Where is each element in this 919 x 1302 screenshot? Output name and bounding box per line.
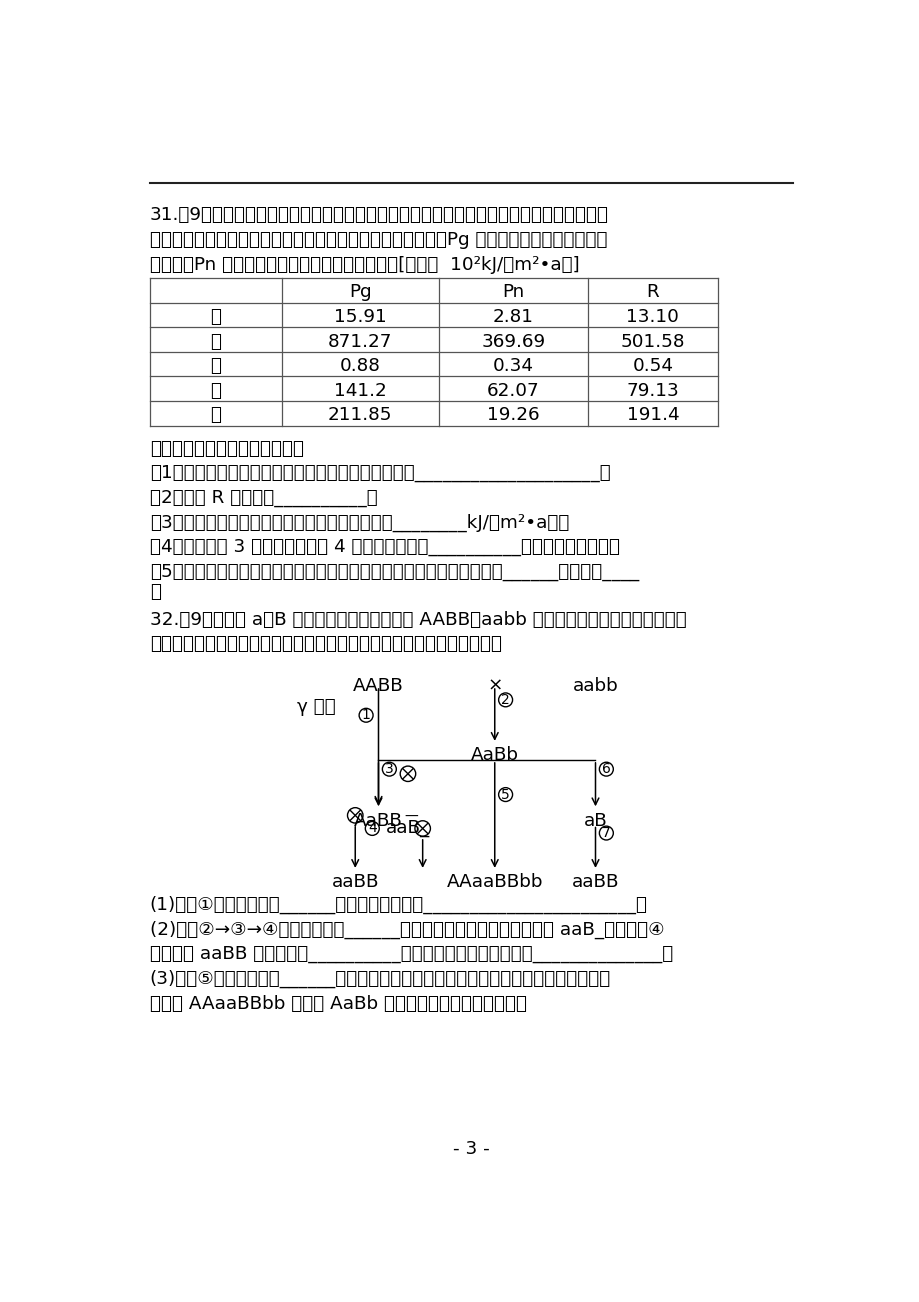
Text: Pg: Pg — [348, 284, 371, 301]
Text: aaBB: aaBB — [331, 874, 379, 891]
Text: ×: × — [486, 677, 502, 695]
Text: AAaaBBbb: AAaaBBbb — [446, 874, 542, 891]
Text: 6: 6 — [601, 762, 610, 776]
Text: 871.27: 871.27 — [328, 332, 392, 350]
Text: 7: 7 — [601, 825, 610, 840]
Text: 191.4: 191.4 — [626, 406, 678, 424]
Text: 甲: 甲 — [210, 309, 221, 326]
Text: Pn: Pn — [502, 284, 524, 301]
Text: （1）用文字和箭头表示出该生态系统能量流动的渠道____________________。: （1）用文字和箭头表示出该生态系统能量流动的渠道________________… — [150, 465, 610, 482]
Text: - 3 -: - 3 - — [453, 1141, 489, 1159]
Text: R: R — [646, 284, 659, 301]
Text: 4: 4 — [368, 822, 376, 836]
Text: 2: 2 — [501, 693, 509, 707]
Text: 的总量，Pn 表示各营养级生物体内储存的能量。[单位：  10²kJ/（m²•a）]: 的总量，Pn 表示各营养级生物体内储存的能量。[单位： 10²kJ/（m²•a）… — [150, 255, 579, 273]
Text: 5: 5 — [501, 788, 509, 802]
Text: 0.34: 0.34 — [493, 357, 533, 375]
Text: 19.26: 19.26 — [486, 406, 539, 424]
Text: aaBB: aaBB — [571, 874, 618, 891]
Text: 0.88: 0.88 — [339, 357, 380, 375]
Text: AaBB: AaBB — [354, 811, 403, 829]
Text: (3)过程⑤使用的试剂是______，它可作用于正在分裂的细胞，抑制纺锤体的形成，获得: (3)过程⑤使用的试剂是______，它可作用于正在分裂的细胞，抑制纺锤体的形成… — [150, 970, 610, 988]
Text: 后子代中 aaBB 所占比例是__________，鉴别纯合子的简便方法是______________。: 后子代中 aaBB 所占比例是__________，鉴别纯合子的简便方法是___… — [150, 945, 673, 963]
Text: （3）刺激消费者用于生长、发育、繁殖的能量为________kJ/（m²•a）。: （3）刺激消费者用于生长、发育、繁殖的能量为________kJ/（m²•a）。 — [150, 513, 569, 531]
Text: 1: 1 — [361, 708, 370, 723]
Text: 基因位于两对同源染色体上，实验小组用不同方法进行了实验（如图）。: 基因位于两对同源染色体上，实验小组用不同方法进行了实验（如图）。 — [150, 635, 502, 654]
Text: 3: 3 — [384, 762, 393, 776]
Text: 501.58: 501.58 — [620, 332, 685, 350]
Text: 62.07: 62.07 — [486, 381, 539, 400]
Text: 丙: 丙 — [210, 357, 221, 375]
Text: 141.2: 141.2 — [334, 381, 386, 400]
Text: 31.（9分）表是对某水生生态系统一年中能量流动情况的调查结果，表中甲、乙、丙、丁分: 31.（9分）表是对某水生生态系统一年中能量流动情况的调查结果，表中甲、乙、丙、… — [150, 206, 608, 224]
Text: 2.81: 2.81 — [493, 309, 533, 326]
Text: 别表示不同营养级生物，它们构成一条食物链，戊为分解者；Pg 表示生物同化作用固定能量: 别表示不同营养级生物，它们构成一条食物链，戊为分解者；Pg 表示生物同化作用固定… — [150, 230, 607, 249]
Text: 13.10: 13.10 — [626, 309, 678, 326]
Text: AaBb: AaBb — [471, 746, 518, 764]
Text: 211.85: 211.85 — [328, 406, 392, 424]
Text: AABB: AABB — [353, 677, 403, 695]
Text: 丁: 丁 — [210, 381, 221, 400]
Text: 0.54: 0.54 — [631, 357, 673, 375]
Text: 请分析表中数据回答下列问题：: 请分析表中数据回答下列问题： — [150, 440, 303, 457]
Text: 的植株 AAaaBBbb 与植株 AaBb 是否为同一物种吗？为什么？: 的植株 AAaaBBbb 与植株 AaBb 是否为同一物种吗？为什么？ — [150, 995, 527, 1013]
Text: (1)过程①的育种方法是______，最大的优点是能_______________________。: (1)过程①的育种方法是______，最大的优点是能______________… — [150, 896, 647, 914]
Text: （4）能量从第 3 营养级传递到第 4 营养级的效率是__________（保留一位小数）。: （4）能量从第 3 营养级传递到第 4 营养级的效率是__________（保留… — [150, 538, 619, 556]
Text: aB: aB — [583, 811, 607, 829]
Text: (2)过程②→③→④的育种方法是______，其原理是基因重组，基因型为 aaB_的类型经④: (2)过程②→③→④的育种方法是______，其原理是基因重组，基因型为 aaB… — [150, 921, 664, 939]
Text: 15.91: 15.91 — [334, 309, 386, 326]
Text: 369.69: 369.69 — [481, 332, 545, 350]
Text: （2）表中 R 表示的是__________。: （2）表中 R 表示的是__________。 — [150, 488, 377, 506]
Text: aabb: aabb — [572, 677, 618, 695]
Text: （5）从能量流动的角度分析，一年后，该生态系统能否维持正常运转？______，原因是____: （5）从能量流动的角度分析，一年后，该生态系统能否维持正常运转？______，原… — [150, 562, 639, 581]
Text: aaB_: aaB_ — [386, 819, 430, 837]
Text: γ 射线: γ 射线 — [297, 698, 335, 716]
Text: —: — — [403, 810, 417, 824]
Text: 戊: 戊 — [210, 406, 221, 424]
Text: 32.（9分）假设 a、B 为玉米的优良基因，现有 AABB、aabb 两个品种，控制两对相对性状的: 32.（9分）假设 a、B 为玉米的优良基因，现有 AABB、aabb 两个品种… — [150, 611, 686, 629]
Text: 乙: 乙 — [210, 332, 221, 350]
Text: 79.13: 79.13 — [626, 381, 678, 400]
Text: 。: 。 — [150, 583, 161, 600]
